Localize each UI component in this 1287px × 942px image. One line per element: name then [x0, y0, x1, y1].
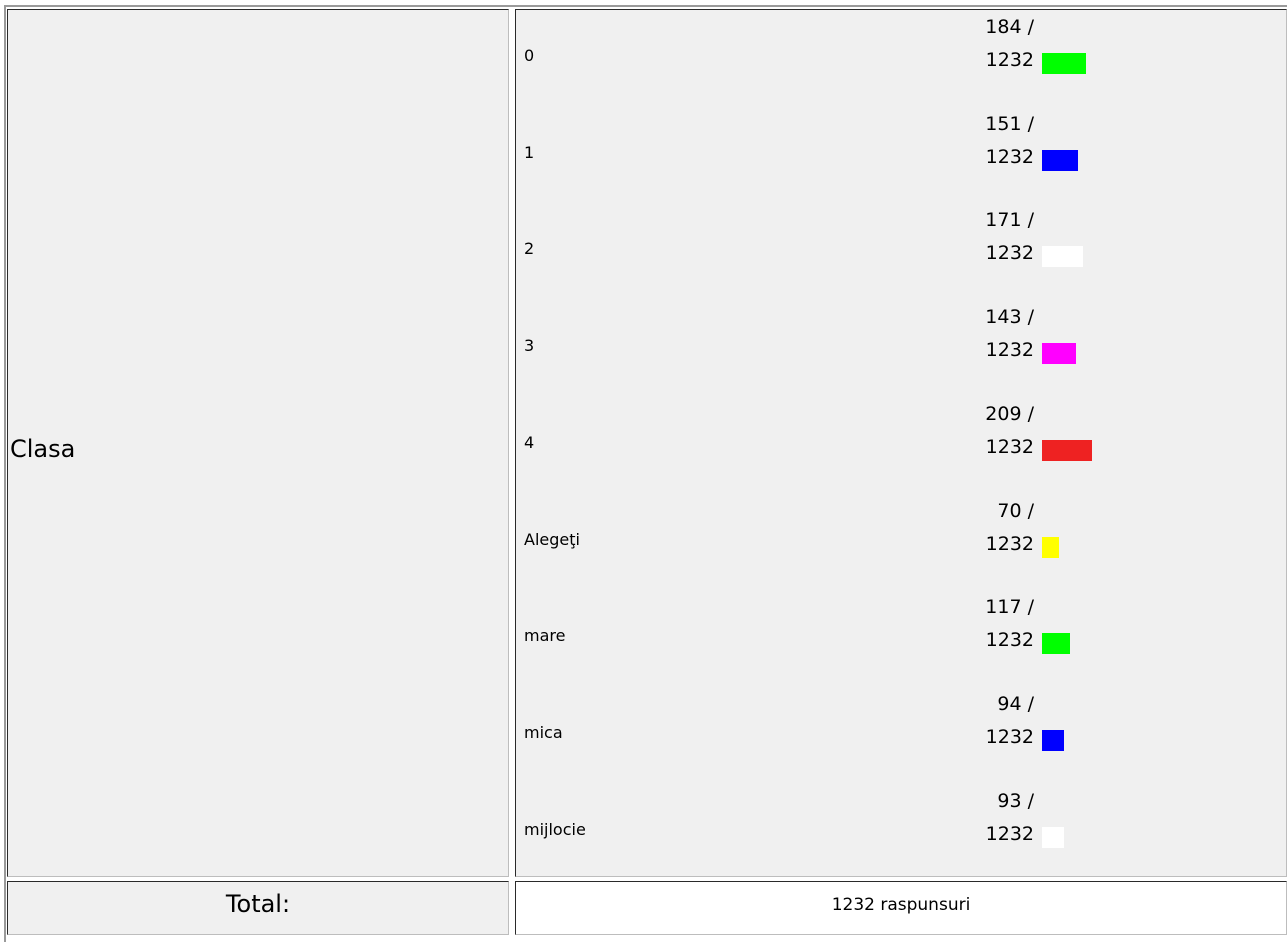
- answer-label: mare: [524, 626, 566, 646]
- total-label: Total:: [225, 890, 291, 918]
- answer-bar: [1042, 53, 1086, 74]
- answer-total: 1232: [985, 145, 1034, 168]
- answer-count: 209 /: [985, 402, 1034, 425]
- answer-count: 171 /: [985, 209, 1034, 232]
- answer-label: 0: [524, 46, 535, 65]
- answer-label: mica: [524, 722, 563, 742]
- answer-count: 70 /: [997, 499, 1034, 522]
- answer-bar: [1042, 343, 1076, 365]
- answer-label: 4: [524, 432, 535, 452]
- answer-total: 1232: [985, 49, 1034, 71]
- answer-row: 1 151 / 1232: [516, 107, 1286, 203]
- question-cell: Clasa: [7, 9, 509, 877]
- answer-bar: [1042, 246, 1083, 268]
- total-value-cell: 1232 raspunsuri: [515, 881, 1287, 935]
- answer-row: 0 184 / 1232: [516, 10, 1286, 106]
- answer-label: 3: [524, 336, 535, 356]
- answer-row: 3 143 / 1232: [516, 300, 1286, 396]
- answer-total: 1232: [985, 629, 1034, 652]
- answer-bar: [1042, 826, 1064, 848]
- results-table: [4, 5, 1287, 942]
- answer-row: mare 117 / 1232: [516, 590, 1286, 686]
- total-value: 1232 raspunsuri: [831, 895, 971, 915]
- answer-label: 2: [524, 239, 535, 259]
- total-label-cell: Total:: [7, 881, 509, 935]
- answers-cell: 0 184 / 1232 1 151 / 1232 2 171 / 1232 3 143 / 1232…: [515, 9, 1287, 877]
- answer-bar: [1042, 439, 1092, 461]
- question-label: Clasa: [10, 435, 76, 463]
- answer-total: 1232: [985, 822, 1034, 845]
- answer-count: 184 /: [985, 16, 1034, 38]
- answer-label: Alegeţi: [524, 529, 580, 549]
- answer-total: 1232: [985, 339, 1034, 362]
- answer-total: 1232: [985, 725, 1034, 748]
- answer-count: 94 /: [997, 692, 1034, 715]
- answer-row: mijlocie 93 / 1232: [516, 784, 1286, 880]
- answer-bar: [1042, 536, 1059, 558]
- answer-label: 1: [524, 142, 535, 162]
- answer-row: 4 209 / 1232: [516, 397, 1286, 493]
- answer-total: 1232: [985, 435, 1034, 458]
- answer-count: 117 /: [985, 596, 1034, 619]
- answer-total: 1232: [985, 242, 1034, 265]
- answer-row: mica 94 / 1232: [516, 687, 1286, 783]
- answer-count: 93 /: [997, 789, 1034, 812]
- answer-bar: [1042, 149, 1078, 171]
- answer-bar: [1042, 729, 1064, 751]
- answer-row: Alegeţi 70 / 1232: [516, 494, 1286, 590]
- answer-bar: [1042, 633, 1070, 655]
- answer-label: mijlocie: [524, 819, 586, 839]
- answer-count: 151 /: [985, 112, 1034, 135]
- answer-row: 2 171 / 1232: [516, 203, 1286, 299]
- answer-total: 1232: [985, 532, 1034, 555]
- answer-count: 143 /: [985, 306, 1034, 329]
